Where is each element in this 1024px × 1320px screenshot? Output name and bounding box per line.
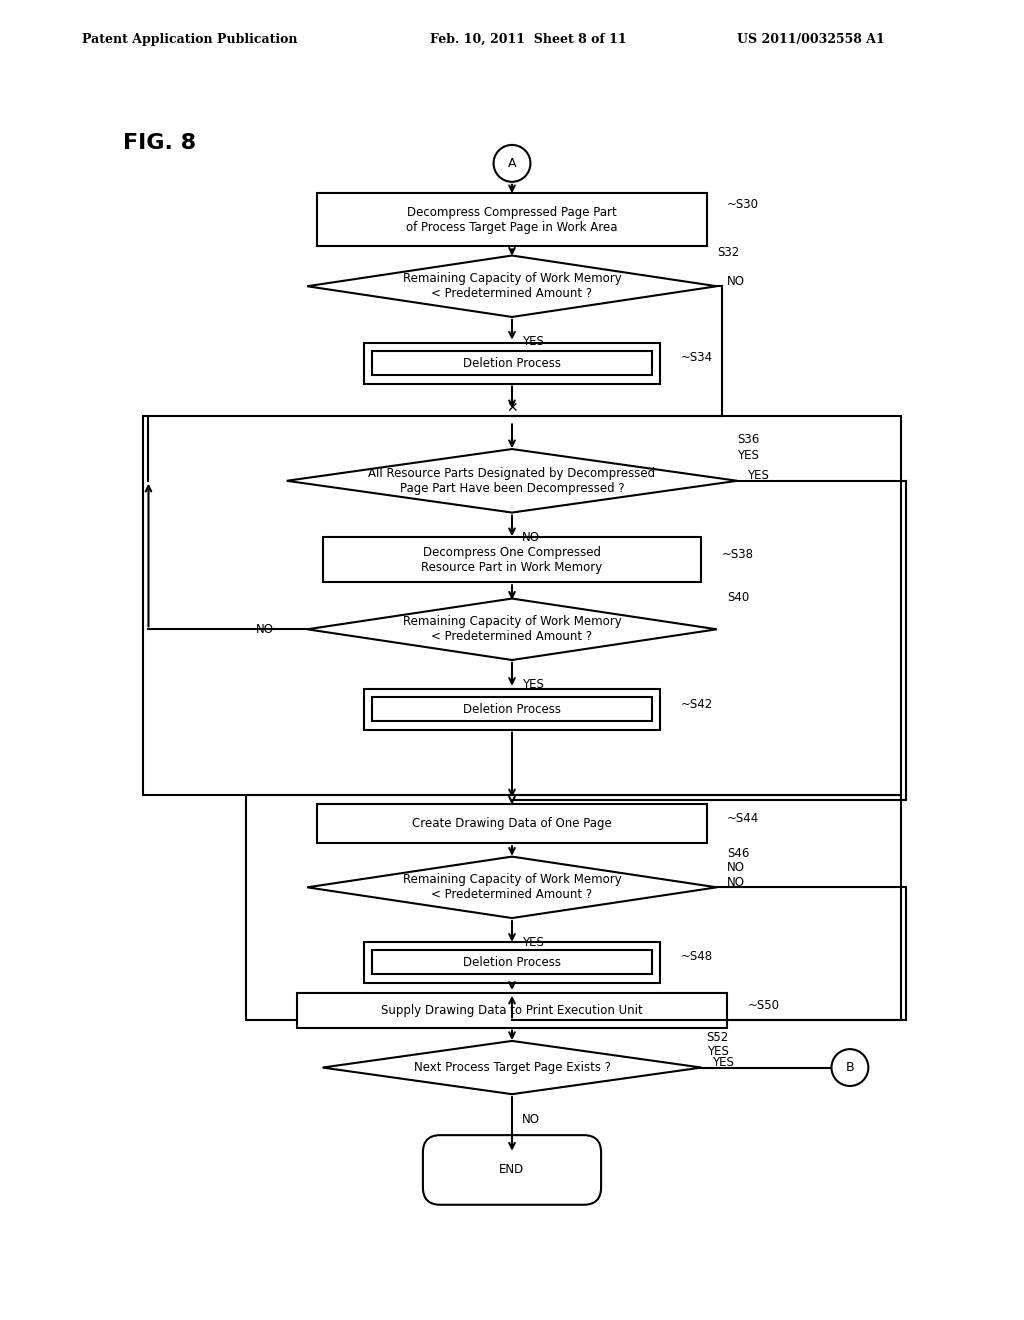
Text: YES: YES <box>522 936 544 949</box>
Text: NO: NO <box>256 623 274 636</box>
Text: Patent Application Publication: Patent Application Publication <box>82 33 297 46</box>
Text: NO: NO <box>522 531 541 544</box>
FancyBboxPatch shape <box>317 804 707 843</box>
Text: END: END <box>500 1163 524 1176</box>
Text: ~S50: ~S50 <box>748 999 779 1011</box>
Text: A: A <box>508 157 516 170</box>
Text: YES: YES <box>522 335 544 348</box>
Text: S36: S36 <box>737 433 760 446</box>
FancyBboxPatch shape <box>372 950 652 974</box>
Circle shape <box>494 145 530 182</box>
FancyBboxPatch shape <box>423 1135 601 1205</box>
Text: NO: NO <box>727 861 745 874</box>
Text: Remaining Capacity of Work Memory
< Predetermined Amount ?: Remaining Capacity of Work Memory < Pred… <box>402 874 622 902</box>
Text: S52: S52 <box>707 1031 729 1044</box>
Text: Remaining Capacity of Work Memory
< Predetermined Amount ?: Remaining Capacity of Work Memory < Pred… <box>402 615 622 643</box>
Text: ~S30: ~S30 <box>727 198 759 211</box>
Text: Remaining Capacity of Work Memory
< Predetermined Amount ?: Remaining Capacity of Work Memory < Pred… <box>402 272 622 300</box>
FancyBboxPatch shape <box>364 941 660 982</box>
Text: S40: S40 <box>727 590 750 603</box>
Text: S32: S32 <box>717 246 739 259</box>
Text: Deletion Process: Deletion Process <box>463 702 561 715</box>
Text: YES: YES <box>712 1056 733 1069</box>
FancyBboxPatch shape <box>323 537 701 582</box>
Polygon shape <box>307 857 717 917</box>
Text: NO: NO <box>727 875 745 888</box>
Text: NO: NO <box>727 275 745 288</box>
Text: Deletion Process: Deletion Process <box>463 956 561 969</box>
Text: Feb. 10, 2011  Sheet 8 of 11: Feb. 10, 2011 Sheet 8 of 11 <box>430 33 627 46</box>
Text: US 2011/0032558 A1: US 2011/0032558 A1 <box>737 33 885 46</box>
Text: Decompress Compressed Page Part
of Process Target Page in Work Area: Decompress Compressed Page Part of Proce… <box>407 206 617 234</box>
Text: ~S44: ~S44 <box>727 812 759 825</box>
FancyBboxPatch shape <box>372 697 652 722</box>
Text: ~S34: ~S34 <box>681 351 713 364</box>
Polygon shape <box>323 1041 701 1094</box>
Text: Decompress One Compressed
Resource Part in Work Memory: Decompress One Compressed Resource Part … <box>421 545 603 574</box>
Text: Supply Drawing Data to Print Execution Unit: Supply Drawing Data to Print Execution U… <box>381 1003 643 1016</box>
FancyBboxPatch shape <box>364 343 660 384</box>
FancyBboxPatch shape <box>372 351 652 375</box>
Text: S46: S46 <box>727 846 750 859</box>
Text: ✕: ✕ <box>506 401 518 414</box>
Circle shape <box>831 1049 868 1086</box>
Polygon shape <box>307 256 717 317</box>
Text: B: B <box>846 1061 854 1074</box>
Text: YES: YES <box>748 469 769 482</box>
Text: YES: YES <box>522 678 544 692</box>
Text: FIG. 8: FIG. 8 <box>123 133 196 153</box>
FancyBboxPatch shape <box>364 689 660 730</box>
Text: Deletion Process: Deletion Process <box>463 356 561 370</box>
Text: ~S48: ~S48 <box>681 950 713 964</box>
Text: YES: YES <box>707 1045 728 1059</box>
Text: Create Drawing Data of One Page: Create Drawing Data of One Page <box>412 817 612 830</box>
Text: Next Process Target Page Exists ?: Next Process Target Page Exists ? <box>414 1061 610 1074</box>
Polygon shape <box>307 598 717 660</box>
Text: ~S38: ~S38 <box>722 548 754 561</box>
Text: NO: NO <box>522 1113 541 1126</box>
Text: YES: YES <box>737 449 759 462</box>
FancyBboxPatch shape <box>317 193 707 247</box>
Polygon shape <box>287 449 737 512</box>
Text: All Resource Parts Designated by Decompressed
Page Part Have been Decompressed ?: All Resource Parts Designated by Decompr… <box>369 467 655 495</box>
Text: ~S42: ~S42 <box>681 697 713 710</box>
FancyBboxPatch shape <box>297 993 727 1027</box>
